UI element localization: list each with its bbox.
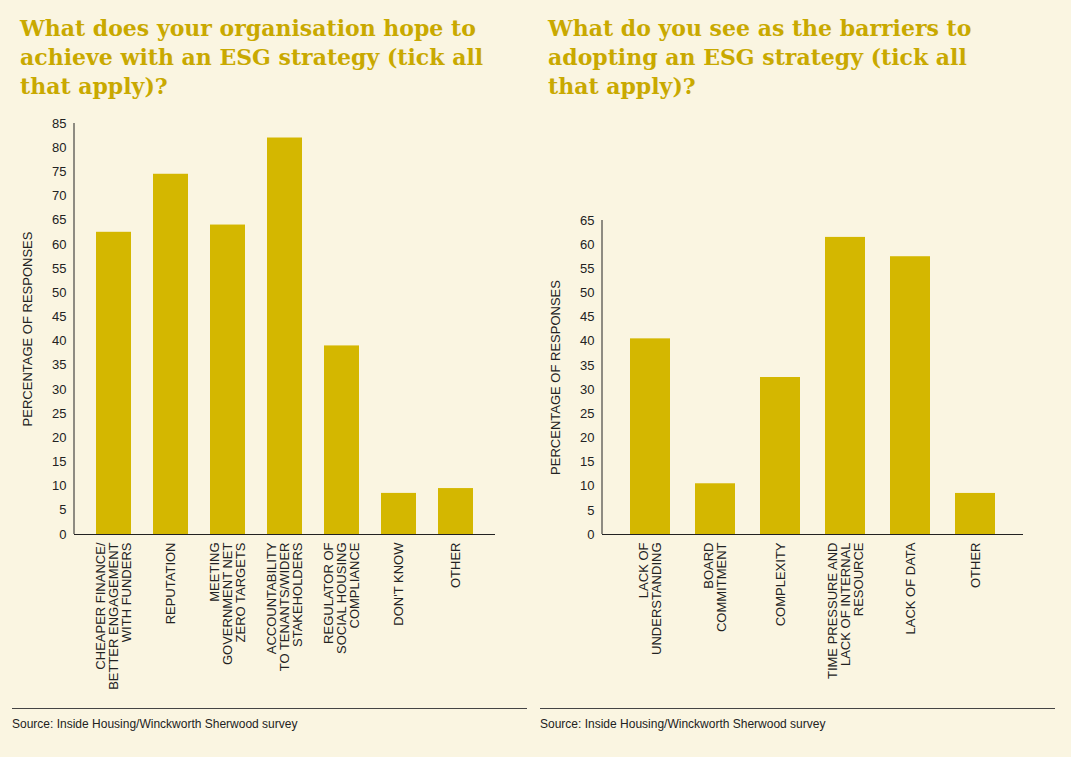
svg-text:55: 55: [52, 261, 66, 276]
svg-text:45: 45: [580, 309, 594, 324]
svg-text:PERCENTAGE OF RESPONSES: PERCENTAGE OF RESPONSES: [548, 279, 563, 474]
svg-text:PERCENTAGE OF RESPONSES: PERCENTAGE OF RESPONSES: [20, 231, 35, 426]
svg-text:0: 0: [587, 526, 594, 541]
svg-text:25: 25: [580, 405, 594, 420]
svg-text:LACK OFUNDERSTANDING: LACK OFUNDERSTANDING: [636, 542, 664, 654]
svg-text:5: 5: [587, 502, 594, 517]
svg-text:50: 50: [580, 285, 594, 300]
svg-text:70: 70: [52, 188, 66, 203]
svg-text:65: 65: [52, 212, 66, 227]
html-text:What does your organisation ho: What does your organisation hope to achi…: [20, 15, 484, 99]
svg-text:REGULATOR OFSOCIAL HOUSINGCOMP: REGULATOR OFSOCIAL HOUSINGCOMPLIANCE: [321, 542, 362, 654]
svg-text:COMPLEXITY: COMPLEXITY: [773, 542, 788, 626]
svg-text:ACCOUNTABILITYTO TENANTS/WIDER: ACCOUNTABILITYTO TENANTS/WIDERSTAKEHOLDE…: [264, 542, 305, 671]
svg-text:40: 40: [52, 333, 66, 348]
svg-text:10: 10: [580, 478, 594, 493]
svg-text:40: 40: [580, 333, 594, 348]
svg-text:20: 20: [580, 430, 594, 445]
svg-text:TIME PRESSURE ANDLACK OF INTER: TIME PRESSURE ANDLACK OF INTERNALRESOURC…: [825, 542, 866, 679]
svg-text:85: 85: [52, 116, 66, 131]
svg-text:LACK OF DATA: LACK OF DATA: [903, 542, 918, 634]
svg-text:10: 10: [52, 478, 66, 493]
svg-text:DON'T KNOW: DON'T KNOW: [391, 542, 406, 626]
svg-text:REPUTATION: REPUTATION: [163, 543, 178, 625]
svg-text:OTHER: OTHER: [448, 543, 463, 589]
svg-text:45: 45: [52, 309, 66, 324]
svg-text:65: 65: [580, 212, 594, 227]
svg-text:35: 35: [52, 357, 66, 372]
svg-text:60: 60: [52, 237, 66, 252]
html-text:Source: Inside Housing/Winckwo: Source: Inside Housing/Winckworth Sherwo…: [12, 717, 298, 731]
html-text:Source: Inside Housing/Winckwo: Source: Inside Housing/Winckworth Sherwo…: [540, 717, 826, 731]
svg-text:30: 30: [52, 382, 66, 397]
svg-text:15: 15: [580, 454, 594, 469]
svg-text:50: 50: [52, 285, 66, 300]
svg-text:75: 75: [52, 164, 66, 179]
svg-text:25: 25: [52, 406, 66, 421]
svg-text:BOARDCOMMITMENT: BOARDCOMMITMENT: [701, 542, 729, 632]
svg-text:0: 0: [59, 527, 66, 542]
svg-text:MEETINGGOVERNMENT NETZERO TARG: MEETINGGOVERNMENT NETZERO TARGETS: [207, 542, 248, 665]
svg-text:30: 30: [580, 381, 594, 396]
svg-text:CHEAPER FINANCE/BETTER ENGAGEM: CHEAPER FINANCE/BETTER ENGAGEMENTWITH FU…: [93, 542, 134, 690]
svg-text:80: 80: [52, 140, 66, 155]
svg-text:20: 20: [52, 430, 66, 445]
svg-text:5: 5: [59, 502, 66, 517]
svg-text:35: 35: [580, 357, 594, 372]
svg-text:55: 55: [580, 261, 594, 276]
html-text:What do you see as the barrier: What do you see as the barriers to adopt…: [548, 15, 972, 99]
svg-text:OTHER: OTHER: [968, 542, 983, 588]
svg-text:15: 15: [52, 454, 66, 469]
svg-text:60: 60: [580, 236, 594, 251]
